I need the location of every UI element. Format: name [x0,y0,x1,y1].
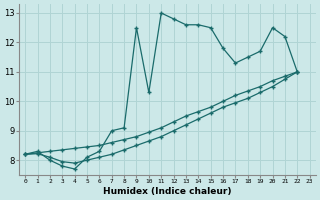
X-axis label: Humidex (Indice chaleur): Humidex (Indice chaleur) [103,187,232,196]
